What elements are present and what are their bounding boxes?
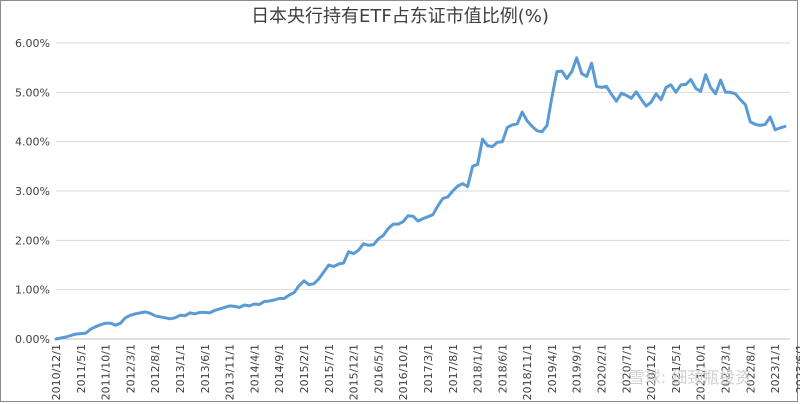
y-tick-label: 2.00% <box>15 234 50 247</box>
x-tick-label: 2017/3/1 <box>422 344 435 393</box>
x-tick-label: 2021/10/1 <box>695 344 708 400</box>
x-tick-label: 2018/1/1 <box>472 344 485 393</box>
x-tick-label: 2012/8/1 <box>149 344 162 393</box>
series-line <box>54 56 787 341</box>
x-tick-label: 2010/12/1 <box>50 344 63 400</box>
y-tick-label: 0.00% <box>15 333 50 346</box>
x-tick-label: 2020/12/1 <box>645 344 658 400</box>
x-tick-label: 2015/12/1 <box>348 344 361 400</box>
y-axis-ticks: 0.00% 1.00% 2.00% 3.00% 4.00% 5.00% 6.00% <box>15 37 50 346</box>
x-tick-label: 2023/1/1 <box>769 344 782 393</box>
x-tick-label: 2016/10/1 <box>397 344 410 400</box>
x-tick-label: 2020/2/1 <box>596 344 609 393</box>
x-tick-label: 2011/5/1 <box>75 344 88 393</box>
watermark: 雪球: 细颈瓶投资 <box>629 368 751 387</box>
y-tick-label: 1.00% <box>15 284 50 297</box>
x-tick-label: 2015/7/1 <box>323 344 336 393</box>
x-tick-label: 2014/9/1 <box>273 344 286 393</box>
x-tick-label: 2017/8/1 <box>447 344 460 393</box>
x-tick-label: 2019/4/1 <box>546 344 559 393</box>
x-tick-label: 2013/1/1 <box>174 344 187 393</box>
x-tick-label: 2016/5/1 <box>372 344 385 393</box>
x-tick-label: 2023/6/1 <box>794 344 800 393</box>
x-tick-label: 2011/10/1 <box>100 344 113 400</box>
y-tick-label: 4.00% <box>15 136 50 149</box>
x-tick-label: 2021/5/1 <box>670 344 683 393</box>
x-tick-label: 2013/6/1 <box>199 344 212 393</box>
x-tick-label: 2020/7/1 <box>620 344 633 393</box>
x-tick-label: 2015/2/1 <box>298 344 311 393</box>
x-axis-ticks: 2010/12/1 2011/5/1 2011/10/1 2012/3/1 2012/8… <box>50 344 800 400</box>
x-tick-label: 2022/3/1 <box>720 344 733 393</box>
series-layer <box>54 56 787 341</box>
y-tick-label: 5.00% <box>15 86 50 99</box>
x-tick-label: 2014/4/1 <box>248 344 261 393</box>
x-tick-label: 2018/6/1 <box>496 344 509 393</box>
x-tick-label: 2013/11/1 <box>224 344 237 400</box>
x-tick-label: 2018/11/1 <box>521 344 534 400</box>
y-tick-label: 3.00% <box>15 185 50 198</box>
x-tick-label: 2012/3/1 <box>124 344 137 393</box>
gridlines <box>56 42 790 291</box>
x-tick-label: 2022/8/1 <box>744 344 757 393</box>
x-tick-label: 2019/9/1 <box>571 344 584 393</box>
y-tick-label: 6.00% <box>15 37 50 50</box>
chart-title: 日本央行持有ETF占东证市值比例(%) <box>251 6 549 27</box>
